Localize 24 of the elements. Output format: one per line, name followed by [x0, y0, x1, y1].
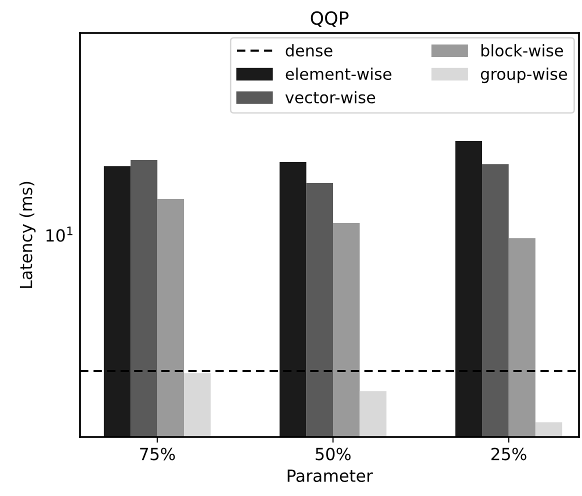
bar [104, 166, 131, 437]
bar [508, 238, 536, 437]
bar [280, 162, 306, 437]
legend-label: dense [286, 44, 332, 57]
legend-label: element-wise [286, 68, 392, 80]
chart-title: QQP [310, 11, 349, 27]
bar [535, 422, 562, 437]
bar [157, 199, 184, 437]
bar [333, 223, 360, 437]
legend-label: group-wise [480, 68, 567, 84]
legend-label: block-wise [481, 44, 563, 57]
bar [184, 373, 211, 437]
bar [306, 183, 334, 437]
x-tick-label: 50% [316, 448, 351, 460]
x-tick-label: 25% [491, 448, 526, 460]
bar [482, 164, 509, 437]
legend-label: vector-wise [285, 91, 376, 104]
y-axis-title: Latency (ms) [19, 182, 36, 288]
x-tick-label: 75% [140, 448, 175, 460]
bar [455, 141, 482, 437]
x-axis-title: Parameter [288, 470, 373, 482]
bar [130, 160, 158, 437]
text: 10$^{1}$ [46, 226, 72, 242]
bar [360, 391, 386, 437]
